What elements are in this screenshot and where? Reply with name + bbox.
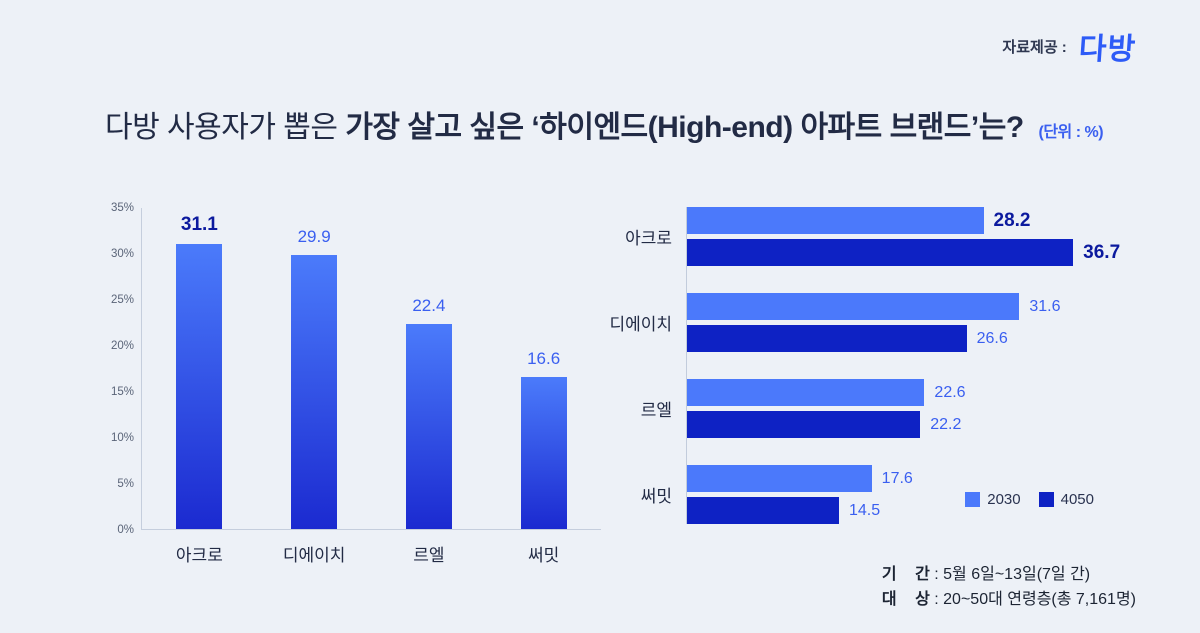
footnote-value: : 20~50대 연령층(총 7,161명) bbox=[929, 591, 1136, 609]
category-label: 르엘 bbox=[413, 546, 445, 565]
y-tick-label: 30% bbox=[110, 248, 134, 260]
category-label: 써밋 bbox=[527, 546, 560, 565]
title-unit: (단위 : %) bbox=[1038, 124, 1104, 141]
horizontal-bar-2030 bbox=[686, 207, 984, 234]
h-rows: 아크로 28.2 36.7 디에이치 31.6 26.6 르엘 22.6 22.2 써밋 17.6 1… bbox=[608, 207, 1120, 524]
vertical-bar bbox=[520, 376, 567, 529]
horizontal-bar-4050 bbox=[686, 497, 839, 524]
category-label: 써밋 bbox=[640, 487, 672, 506]
h-bar-row: 31.6 bbox=[686, 293, 1108, 320]
category-label: 디에이치 bbox=[282, 546, 346, 565]
category-label: 아크로 bbox=[625, 229, 672, 248]
y-tick-label: 0% bbox=[117, 524, 134, 536]
h-bar-group: 써밋 17.6 14.5 bbox=[608, 465, 1108, 524]
bar-group: 31.1 아크로 bbox=[142, 208, 257, 565]
legend-label: 4050 bbox=[1060, 491, 1094, 508]
dabang-logo: 다방 bbox=[1077, 33, 1137, 66]
legend: 2030 4050 bbox=[965, 491, 1094, 508]
footnote-line: 기 간 : 5월 6일~13일(7일 간) bbox=[882, 562, 1136, 588]
h-bar-row: 14.5 bbox=[686, 497, 1108, 524]
header: 자료제공 : 다방 bbox=[1002, 24, 1136, 68]
footnote-label: 기 간 bbox=[881, 565, 930, 583]
bar-value-label: 26.6 bbox=[976, 329, 1008, 347]
footnote-value: : 5월 6일~13일(7일 간) bbox=[929, 565, 1091, 583]
legend-swatch bbox=[1038, 492, 1054, 507]
y-tick-label: 10% bbox=[110, 432, 134, 444]
h-bar-row: 36.7 bbox=[686, 239, 1120, 266]
legend-item-4050: 4050 bbox=[1038, 491, 1094, 508]
legend-swatch bbox=[965, 492, 981, 507]
footnote-line: 대 상 : 20~50대 연령층(총 7,161명) bbox=[882, 587, 1136, 613]
y-tick-label: 25% bbox=[110, 294, 134, 306]
bar-value-label: 22.2 bbox=[930, 415, 962, 433]
y-tick-label: 35% bbox=[110, 202, 134, 214]
category-label: 아크로 bbox=[175, 546, 223, 565]
bar-group: 29.9 디에이치 bbox=[257, 208, 372, 565]
bar-value-label: 14.5 bbox=[848, 501, 881, 519]
horizontal-bar-2030 bbox=[686, 379, 925, 406]
y-axis: 0% 5% 10% 15% 20% 25% 30% 35% bbox=[105, 202, 141, 536]
bar-value-label: 17.6 bbox=[881, 469, 913, 487]
bar-group: 16.6 써밋 bbox=[486, 208, 601, 565]
vertical-bar bbox=[176, 243, 223, 529]
horizontal-bar-4050 bbox=[686, 239, 1074, 266]
h-bar-row: 22.6 bbox=[686, 379, 1108, 406]
vertical-chart-body: 0% 5% 10% 15% 20% 25% 30% 35% 31.1 아크로 29.9 디에이치 22… bbox=[105, 202, 601, 565]
title-prefix: 다방 사용자가 뽑은 bbox=[105, 111, 346, 144]
page-title: 다방 사용자가 뽑은 가장 살고 싶은 ‘하이엔드(High-end) 아파트 … bbox=[105, 102, 1104, 146]
bar-value-label: 22.4 bbox=[412, 295, 446, 315]
vertical-bar bbox=[405, 323, 452, 529]
h-bars: 31.6 26.6 bbox=[686, 293, 1108, 352]
y-tick-label: 5% bbox=[117, 478, 134, 490]
age-group-bar-chart: 아크로 28.2 36.7 디에이치 31.6 26.6 르엘 22.6 22.2 써밋 17.6 1… bbox=[608, 207, 1120, 524]
bar-value-label: 28.2 bbox=[993, 209, 1031, 231]
h-bar-group: 아크로 28.2 36.7 bbox=[608, 207, 1120, 266]
horizontal-bar-4050 bbox=[686, 325, 967, 352]
legend-item-2030: 2030 bbox=[965, 491, 1021, 508]
bar-value-label: 16.6 bbox=[527, 348, 561, 368]
horizontal-bar-2030 bbox=[686, 465, 872, 492]
h-bars: 22.6 22.2 bbox=[686, 379, 1108, 438]
category-label: 르엘 bbox=[640, 401, 672, 420]
h-bars: 17.6 14.5 bbox=[686, 465, 1108, 524]
bar-value-label: 22.6 bbox=[934, 383, 966, 401]
h-bar-row: 28.2 bbox=[686, 207, 1108, 234]
h-bar-group: 르엘 22.6 22.2 bbox=[608, 379, 1108, 438]
h-bar-row: 17.6 bbox=[686, 465, 1108, 492]
horizontal-bar-2030 bbox=[686, 293, 1020, 320]
footnote-label: 대 상 bbox=[881, 591, 930, 609]
legend-label: 2030 bbox=[987, 491, 1021, 508]
bar-value-label: 31.6 bbox=[1029, 297, 1061, 315]
h-bar-row: 26.6 bbox=[686, 325, 1108, 352]
y-tick-label: 15% bbox=[110, 386, 134, 398]
bar-value-label: 36.7 bbox=[1083, 241, 1121, 263]
survey-footnote: 기 간 : 5월 6일~13일(7일 간) 대 상 : 20~50대 연령층(총 … bbox=[882, 562, 1136, 613]
horizontal-bar-4050 bbox=[686, 411, 921, 438]
h-bar-group: 디에이치 31.6 26.6 bbox=[608, 293, 1108, 352]
h-bars: 28.2 36.7 bbox=[686, 207, 1120, 266]
bar-value-label: 31.1 bbox=[180, 213, 218, 235]
y-tick-label: 20% bbox=[110, 340, 134, 352]
bar-value-label: 29.9 bbox=[297, 226, 331, 246]
h-bar-row: 22.2 bbox=[686, 411, 1108, 438]
vertical-chart-plot: 31.1 아크로 29.9 디에이치 22.4 르엘 16.6 써밋 bbox=[141, 208, 601, 565]
category-label: 디에이치 bbox=[609, 315, 672, 334]
provider-label: 자료제공 : bbox=[1002, 38, 1067, 56]
title-emphasis: 가장 살고 싶은 ‘하이엔드(High-end) 아파트 브랜드’는? bbox=[345, 111, 1024, 144]
bar-group: 22.4 르엘 bbox=[372, 208, 487, 565]
vertical-bar bbox=[291, 254, 338, 529]
overall-brand-bar-chart: 0% 5% 10% 15% 20% 25% 30% 35% 31.1 아크로 29.9 디에이치 22… bbox=[105, 202, 601, 565]
